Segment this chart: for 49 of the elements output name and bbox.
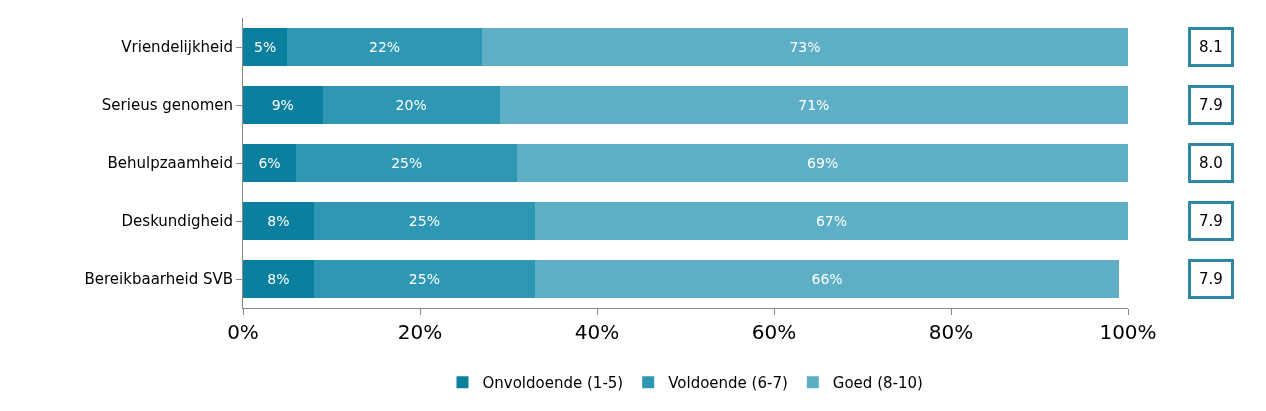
data-label: 67% — [815, 213, 848, 229]
bar — [517, 143, 1128, 183]
y-tick-label: Deskundigheid — [121, 212, 233, 231]
bar — [313, 201, 536, 241]
data-label: 20% — [395, 97, 427, 113]
y-tick-label: Bereikbaarheid SVB — [84, 270, 233, 289]
x-tick-label: 60% — [751, 320, 797, 344]
text: 7.9 — [1199, 96, 1223, 114]
data-label: 25% — [408, 213, 440, 229]
y-tick-label: Vriendelijkheid — [121, 38, 233, 57]
bar — [243, 143, 297, 183]
bar — [287, 27, 482, 67]
legend-label: Voldoende (6-7) — [668, 374, 788, 393]
bar — [243, 259, 314, 299]
data-label: 9% — [271, 97, 294, 113]
bar — [535, 259, 1120, 299]
bar — [243, 201, 314, 241]
text: 8.1 — [1199, 38, 1223, 56]
text: 8.0 — [1199, 154, 1223, 172]
data-label: 71% — [798, 97, 830, 113]
bar — [481, 27, 1128, 67]
data-label: 8% — [267, 213, 290, 229]
x-tick-label: 80% — [928, 320, 974, 344]
bar — [313, 259, 536, 299]
text: 7.9 — [1199, 270, 1223, 288]
data-label: 8% — [267, 271, 290, 287]
bar — [535, 201, 1128, 241]
data-label: 5% — [254, 39, 277, 55]
x-tick-label: 20% — [397, 320, 443, 344]
data-label: 66% — [811, 271, 843, 287]
bar — [243, 27, 288, 67]
y-tick-label: Behulpzaamheid — [107, 154, 233, 173]
bar — [322, 85, 500, 125]
data-label: 69% — [807, 155, 839, 171]
legend-label: Onvoldoende (1-5) — [482, 374, 624, 393]
bar — [296, 143, 518, 183]
bar — [499, 85, 1128, 125]
data-label: 25% — [408, 271, 440, 287]
x-tick-label: 40% — [574, 320, 620, 344]
bar — [243, 85, 323, 125]
data-label: 25% — [391, 155, 423, 171]
data-label: 22% — [369, 39, 401, 55]
x-tick-label: 0% — [227, 320, 259, 344]
data-label: 73% — [789, 39, 821, 55]
data-label: 6% — [258, 155, 281, 171]
text: 7.9 — [1199, 212, 1223, 230]
legend-label: Goed (8-10) — [832, 374, 923, 393]
y-tick-label: Serieus genomen — [101, 96, 233, 115]
x-tick-label: 100% — [1099, 320, 1157, 344]
